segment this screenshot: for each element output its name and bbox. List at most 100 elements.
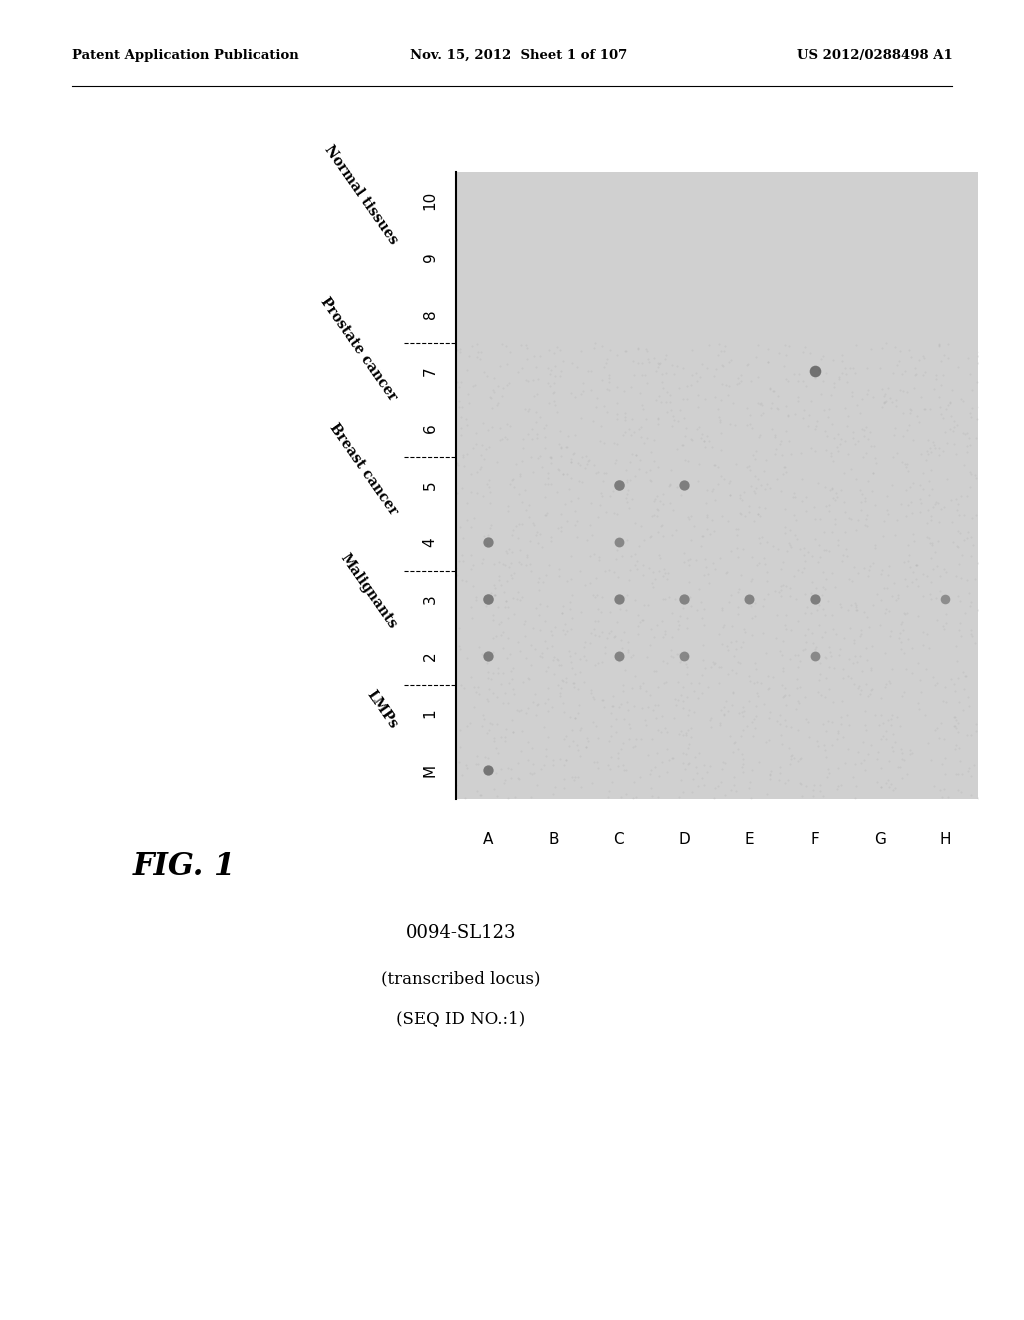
Point bbox=[817, 495, 834, 516]
Point bbox=[603, 696, 620, 717]
Point bbox=[767, 581, 783, 602]
Point bbox=[787, 524, 804, 545]
Point bbox=[581, 360, 597, 381]
Point bbox=[514, 721, 530, 742]
Point bbox=[539, 738, 555, 759]
Point bbox=[934, 785, 950, 807]
Point bbox=[559, 511, 575, 532]
Point bbox=[728, 524, 744, 545]
Point bbox=[790, 677, 806, 698]
Point bbox=[665, 500, 681, 521]
Point bbox=[973, 706, 989, 727]
Point bbox=[519, 348, 536, 370]
Point bbox=[569, 527, 586, 548]
Point bbox=[655, 558, 672, 579]
Point bbox=[817, 668, 834, 689]
Point bbox=[900, 339, 916, 360]
Point bbox=[464, 335, 480, 356]
Point bbox=[494, 759, 510, 780]
Point bbox=[710, 399, 726, 420]
Point bbox=[570, 470, 587, 491]
Point bbox=[680, 738, 696, 759]
Point bbox=[864, 594, 881, 615]
Point bbox=[688, 549, 705, 570]
Point bbox=[725, 741, 741, 762]
Point bbox=[751, 553, 767, 574]
Point bbox=[805, 785, 821, 807]
Point bbox=[579, 727, 595, 748]
Point bbox=[517, 611, 534, 632]
Point bbox=[1017, 738, 1024, 759]
Point bbox=[526, 346, 543, 367]
Point bbox=[769, 710, 785, 731]
Point bbox=[829, 776, 846, 797]
Point bbox=[964, 623, 980, 644]
Point bbox=[528, 428, 545, 449]
Point bbox=[553, 516, 569, 537]
Point bbox=[691, 454, 708, 475]
Point bbox=[730, 578, 746, 599]
Point bbox=[672, 605, 688, 626]
Point bbox=[993, 587, 1010, 609]
Point bbox=[684, 429, 700, 450]
Point bbox=[881, 751, 897, 772]
Point bbox=[683, 506, 699, 527]
Point bbox=[898, 420, 914, 441]
Point bbox=[760, 351, 776, 372]
Point bbox=[673, 649, 689, 671]
Point bbox=[873, 560, 890, 581]
Point bbox=[503, 565, 519, 586]
Point bbox=[952, 568, 969, 589]
Point bbox=[614, 680, 631, 701]
Point bbox=[845, 422, 861, 444]
Point bbox=[991, 532, 1008, 553]
Point bbox=[588, 396, 604, 417]
Point bbox=[662, 587, 678, 609]
Point bbox=[975, 548, 991, 569]
Point bbox=[743, 624, 760, 645]
Point bbox=[988, 590, 1005, 611]
Point bbox=[814, 585, 830, 606]
Point bbox=[714, 598, 730, 619]
Point bbox=[523, 446, 540, 467]
Point bbox=[627, 554, 643, 576]
Point bbox=[567, 424, 584, 445]
Point bbox=[809, 411, 825, 432]
Point bbox=[613, 787, 630, 808]
Point bbox=[657, 345, 674, 366]
Point bbox=[781, 533, 798, 554]
Point bbox=[492, 430, 508, 451]
Point bbox=[901, 399, 918, 420]
Point bbox=[980, 436, 996, 457]
Point bbox=[859, 607, 876, 628]
Point bbox=[744, 607, 761, 628]
Point bbox=[696, 614, 713, 635]
Point bbox=[881, 554, 897, 576]
Point bbox=[907, 364, 924, 385]
Point bbox=[481, 719, 498, 741]
Point bbox=[969, 719, 985, 741]
Point bbox=[465, 554, 481, 576]
Point bbox=[762, 379, 778, 400]
Point bbox=[840, 599, 856, 620]
Point bbox=[729, 367, 745, 388]
Point bbox=[742, 371, 759, 392]
Point bbox=[680, 549, 696, 570]
Point bbox=[878, 729, 894, 750]
Point bbox=[908, 363, 925, 384]
Point bbox=[724, 659, 740, 680]
Point bbox=[672, 651, 688, 672]
Point bbox=[670, 644, 686, 665]
Point bbox=[658, 569, 675, 590]
Point bbox=[811, 669, 827, 690]
Point bbox=[583, 682, 599, 704]
Point bbox=[727, 639, 743, 660]
Point bbox=[604, 480, 621, 502]
Point bbox=[780, 371, 797, 392]
Point bbox=[690, 384, 707, 405]
Point bbox=[640, 348, 656, 370]
Point bbox=[891, 623, 907, 644]
Point bbox=[774, 445, 791, 466]
Point bbox=[465, 677, 481, 698]
Point bbox=[531, 345, 548, 366]
